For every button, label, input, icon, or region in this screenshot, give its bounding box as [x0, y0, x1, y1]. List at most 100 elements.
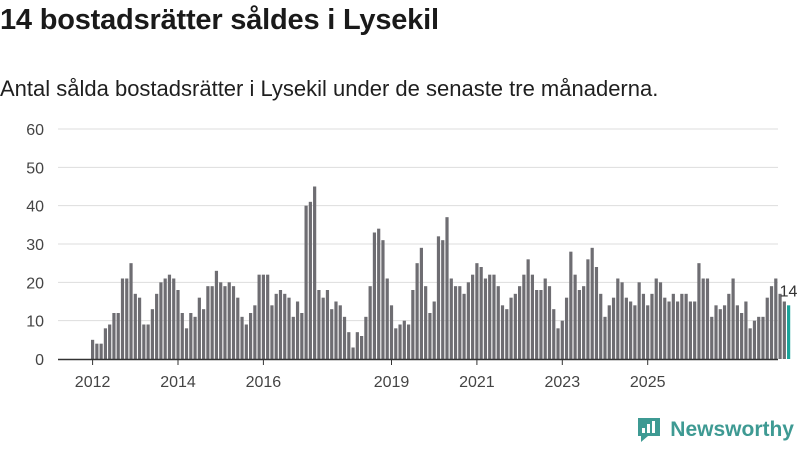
- x-tick-label: 2025: [630, 374, 666, 391]
- bar: [603, 316, 607, 359]
- bar: [419, 247, 423, 359]
- bar: [270, 305, 274, 359]
- bar: [449, 278, 453, 359]
- bar: [129, 263, 133, 359]
- chart-title: 14 bostadsrätter såldes i Lysekil: [0, 4, 439, 36]
- bar: [330, 309, 334, 359]
- bar: [573, 274, 577, 359]
- bar: [155, 293, 159, 359]
- bar: [219, 282, 223, 359]
- bar: [112, 313, 116, 359]
- bar: [206, 286, 210, 359]
- bar: [509, 297, 513, 359]
- bar: [172, 278, 176, 359]
- bar: [500, 305, 505, 359]
- bar: [338, 305, 342, 359]
- bar: [701, 278, 705, 359]
- bar: [693, 301, 697, 359]
- bar: [564, 297, 569, 359]
- bar: [577, 290, 581, 359]
- bar: [108, 324, 112, 359]
- chart-subtitle: Antal sålda bostadsrätter i Lysekil unde…: [0, 76, 659, 101]
- bar: [710, 316, 714, 359]
- bar: [633, 305, 637, 359]
- bar: [590, 247, 594, 359]
- bar: [184, 328, 189, 359]
- bar: [424, 286, 428, 359]
- bar: [120, 278, 125, 359]
- bar: [197, 297, 201, 359]
- bar: [91, 339, 95, 359]
- y-tick-label: 40: [26, 199, 44, 216]
- bar: [283, 293, 287, 359]
- bar: [360, 336, 364, 359]
- bar: [492, 274, 496, 359]
- bar: [611, 297, 616, 359]
- bar: [479, 267, 483, 359]
- bar: [300, 313, 304, 359]
- bar: [505, 309, 509, 359]
- bar: [539, 290, 543, 359]
- bar: [675, 301, 680, 359]
- bar: [355, 332, 359, 359]
- bar: [462, 293, 466, 359]
- bar: [95, 343, 99, 359]
- bar: [624, 297, 628, 359]
- bar: [125, 278, 129, 359]
- bar: [342, 316, 347, 359]
- bar: [167, 274, 172, 359]
- bar: [697, 263, 701, 359]
- bar: [193, 316, 197, 359]
- bar: [671, 293, 675, 359]
- bar: [718, 309, 722, 359]
- bar: [137, 297, 142, 359]
- bar: [740, 313, 744, 359]
- y-tick-label: 30: [26, 237, 44, 254]
- highlight-bar: [787, 305, 791, 359]
- bar: [291, 316, 295, 359]
- bar: [334, 301, 338, 359]
- bar: [705, 278, 710, 359]
- y-tick-label: 20: [26, 275, 44, 292]
- bar: [752, 320, 757, 359]
- bar: [466, 282, 470, 359]
- bar: [257, 274, 261, 359]
- bar: [483, 278, 488, 359]
- bar: [347, 332, 351, 359]
- bar: [364, 316, 368, 359]
- bar: [402, 320, 406, 359]
- bar: [616, 278, 620, 359]
- bar: [526, 259, 530, 359]
- bar: [304, 205, 308, 359]
- bar: [308, 201, 312, 359]
- bar: [518, 286, 522, 359]
- x-tick-label: 2016: [246, 374, 282, 391]
- bar: [471, 274, 475, 359]
- bar: [535, 290, 539, 359]
- bar: [432, 301, 436, 359]
- bar: [163, 278, 167, 359]
- bar: [240, 316, 244, 359]
- bar: [295, 301, 300, 359]
- bar: [176, 290, 180, 359]
- bar: [411, 290, 415, 359]
- bar: [406, 324, 411, 359]
- bar: [654, 278, 658, 359]
- bar: [769, 286, 774, 359]
- y-tick-label: 50: [26, 160, 44, 177]
- bar: [210, 286, 214, 359]
- brand-logo[interactable]: Newsworthy: [636, 416, 794, 444]
- bar: [377, 228, 381, 359]
- bar: [453, 286, 458, 359]
- bar: [646, 305, 650, 359]
- bar: [248, 313, 253, 359]
- bar: [428, 313, 432, 359]
- bar: [722, 305, 727, 359]
- bar: [530, 274, 535, 359]
- bar: [103, 328, 108, 359]
- bar: [667, 301, 671, 359]
- bar: [244, 324, 248, 359]
- bar: [146, 324, 150, 359]
- bar: [680, 293, 684, 359]
